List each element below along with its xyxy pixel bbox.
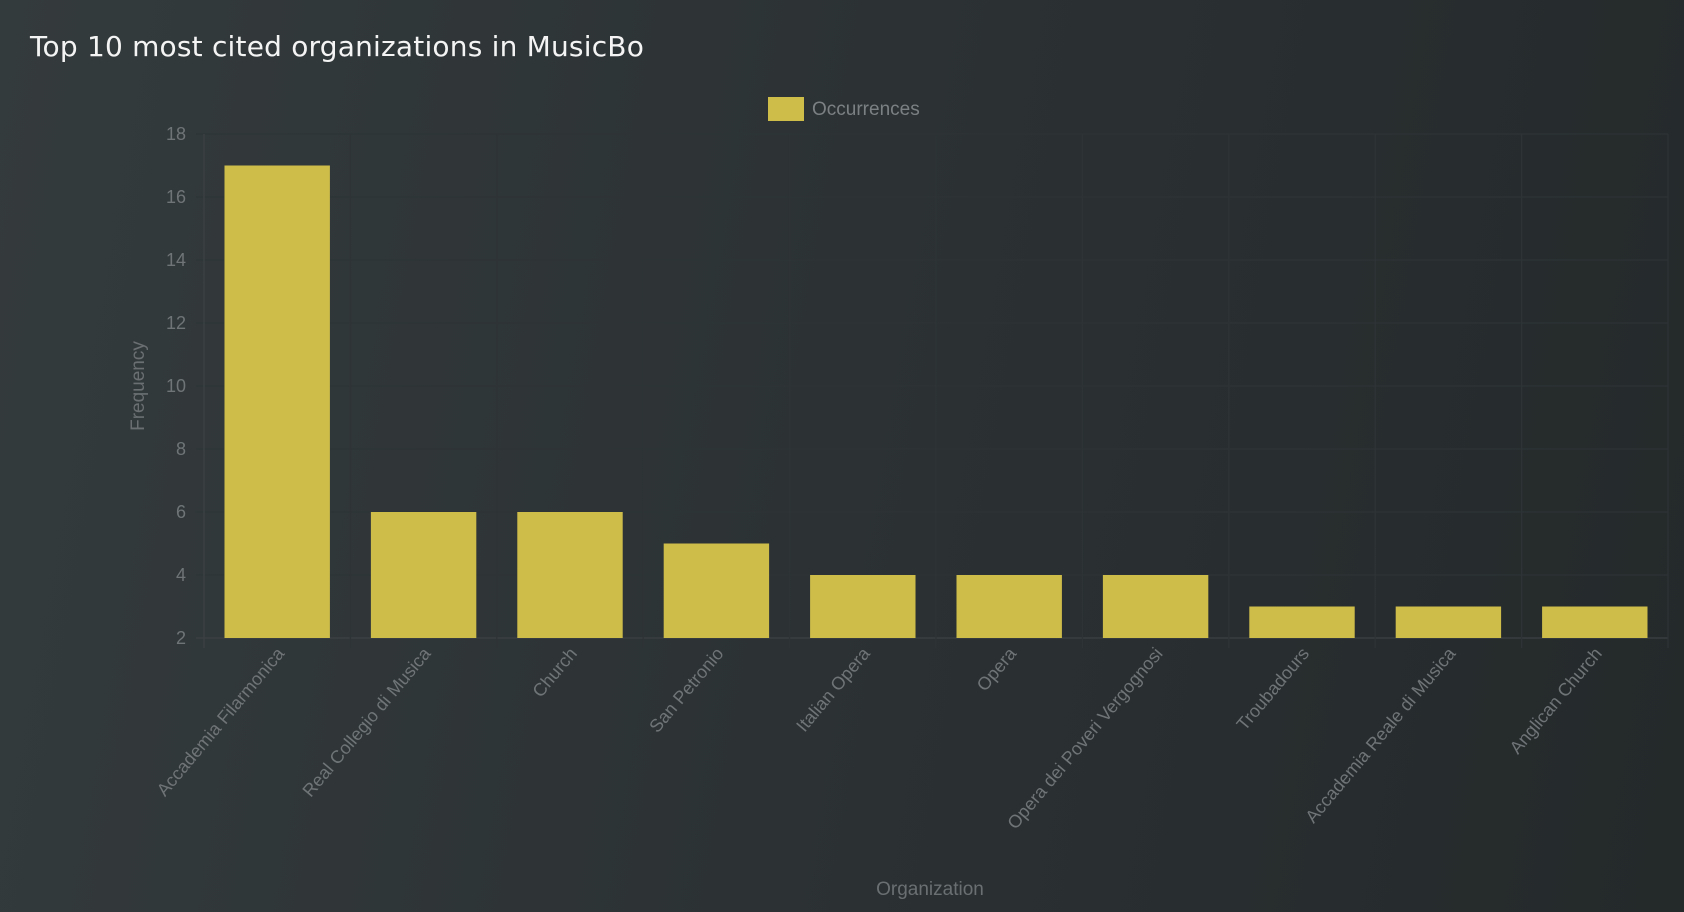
x-tick-label: Accademia Filarmonica — [153, 643, 289, 800]
y-tick-label: 4 — [176, 565, 186, 585]
x-tick-label: Accademia Reale di Musica — [1301, 643, 1460, 827]
bar-real-collegio-di-musica[interactable] — [370, 512, 477, 638]
bar-opera[interactable] — [956, 575, 1062, 638]
y-axis-ticks: 2 4 6 8 10 12 14 16 18 — [166, 124, 186, 648]
x-tick-label: Anglican Church — [1506, 644, 1606, 758]
x-tick-label: San Petronio — [645, 644, 727, 737]
x-tick-label: Church — [528, 644, 581, 701]
y-tick-label: 2 — [176, 628, 186, 648]
legend-swatch — [768, 97, 804, 121]
bar-accademia-filarmonica[interactable] — [224, 165, 330, 639]
x-tick-label: Opera — [973, 643, 1021, 695]
legend[interactable]: Occurrences — [768, 97, 920, 121]
bar-anglican-church[interactable] — [1542, 606, 1648, 639]
bars — [224, 165, 1648, 639]
y-axis-title: Frequency — [128, 341, 149, 431]
x-tick-label: Real Collegio di Musica — [298, 643, 435, 801]
x-axis-ticks: Accademia Filarmonica Real Collegio di Mu… — [153, 643, 1606, 833]
y-tick-label: 10 — [166, 376, 186, 396]
y-tick-label: 18 — [166, 124, 186, 144]
bar-accademia-reale-di-musica[interactable] — [1395, 606, 1502, 639]
x-tick-label: Opera dei Poveri Vergognosi — [1003, 644, 1166, 833]
bar-opera-dei-poveri-vergognosi[interactable] — [1102, 575, 1209, 638]
bar-church[interactable] — [517, 512, 623, 638]
y-tick-label: 12 — [166, 313, 186, 333]
legend-label: Occurrences — [812, 99, 920, 120]
page-title: Top 10 most cited organizations in Music… — [30, 30, 645, 63]
bar-san-petronio[interactable] — [663, 543, 770, 639]
y-tick-label: 6 — [176, 502, 186, 522]
y-tick-label: 16 — [166, 187, 186, 207]
x-tick-label: Troubadours — [1233, 644, 1313, 735]
y-tick-label: 14 — [166, 250, 186, 270]
x-tick-label: Italian Opera — [792, 643, 874, 736]
y-tick-label: 8 — [176, 439, 186, 459]
bar-italian-opera[interactable] — [810, 575, 916, 638]
bar-troubadours[interactable] — [1249, 606, 1355, 639]
x-axis-title: Organization — [876, 879, 984, 900]
